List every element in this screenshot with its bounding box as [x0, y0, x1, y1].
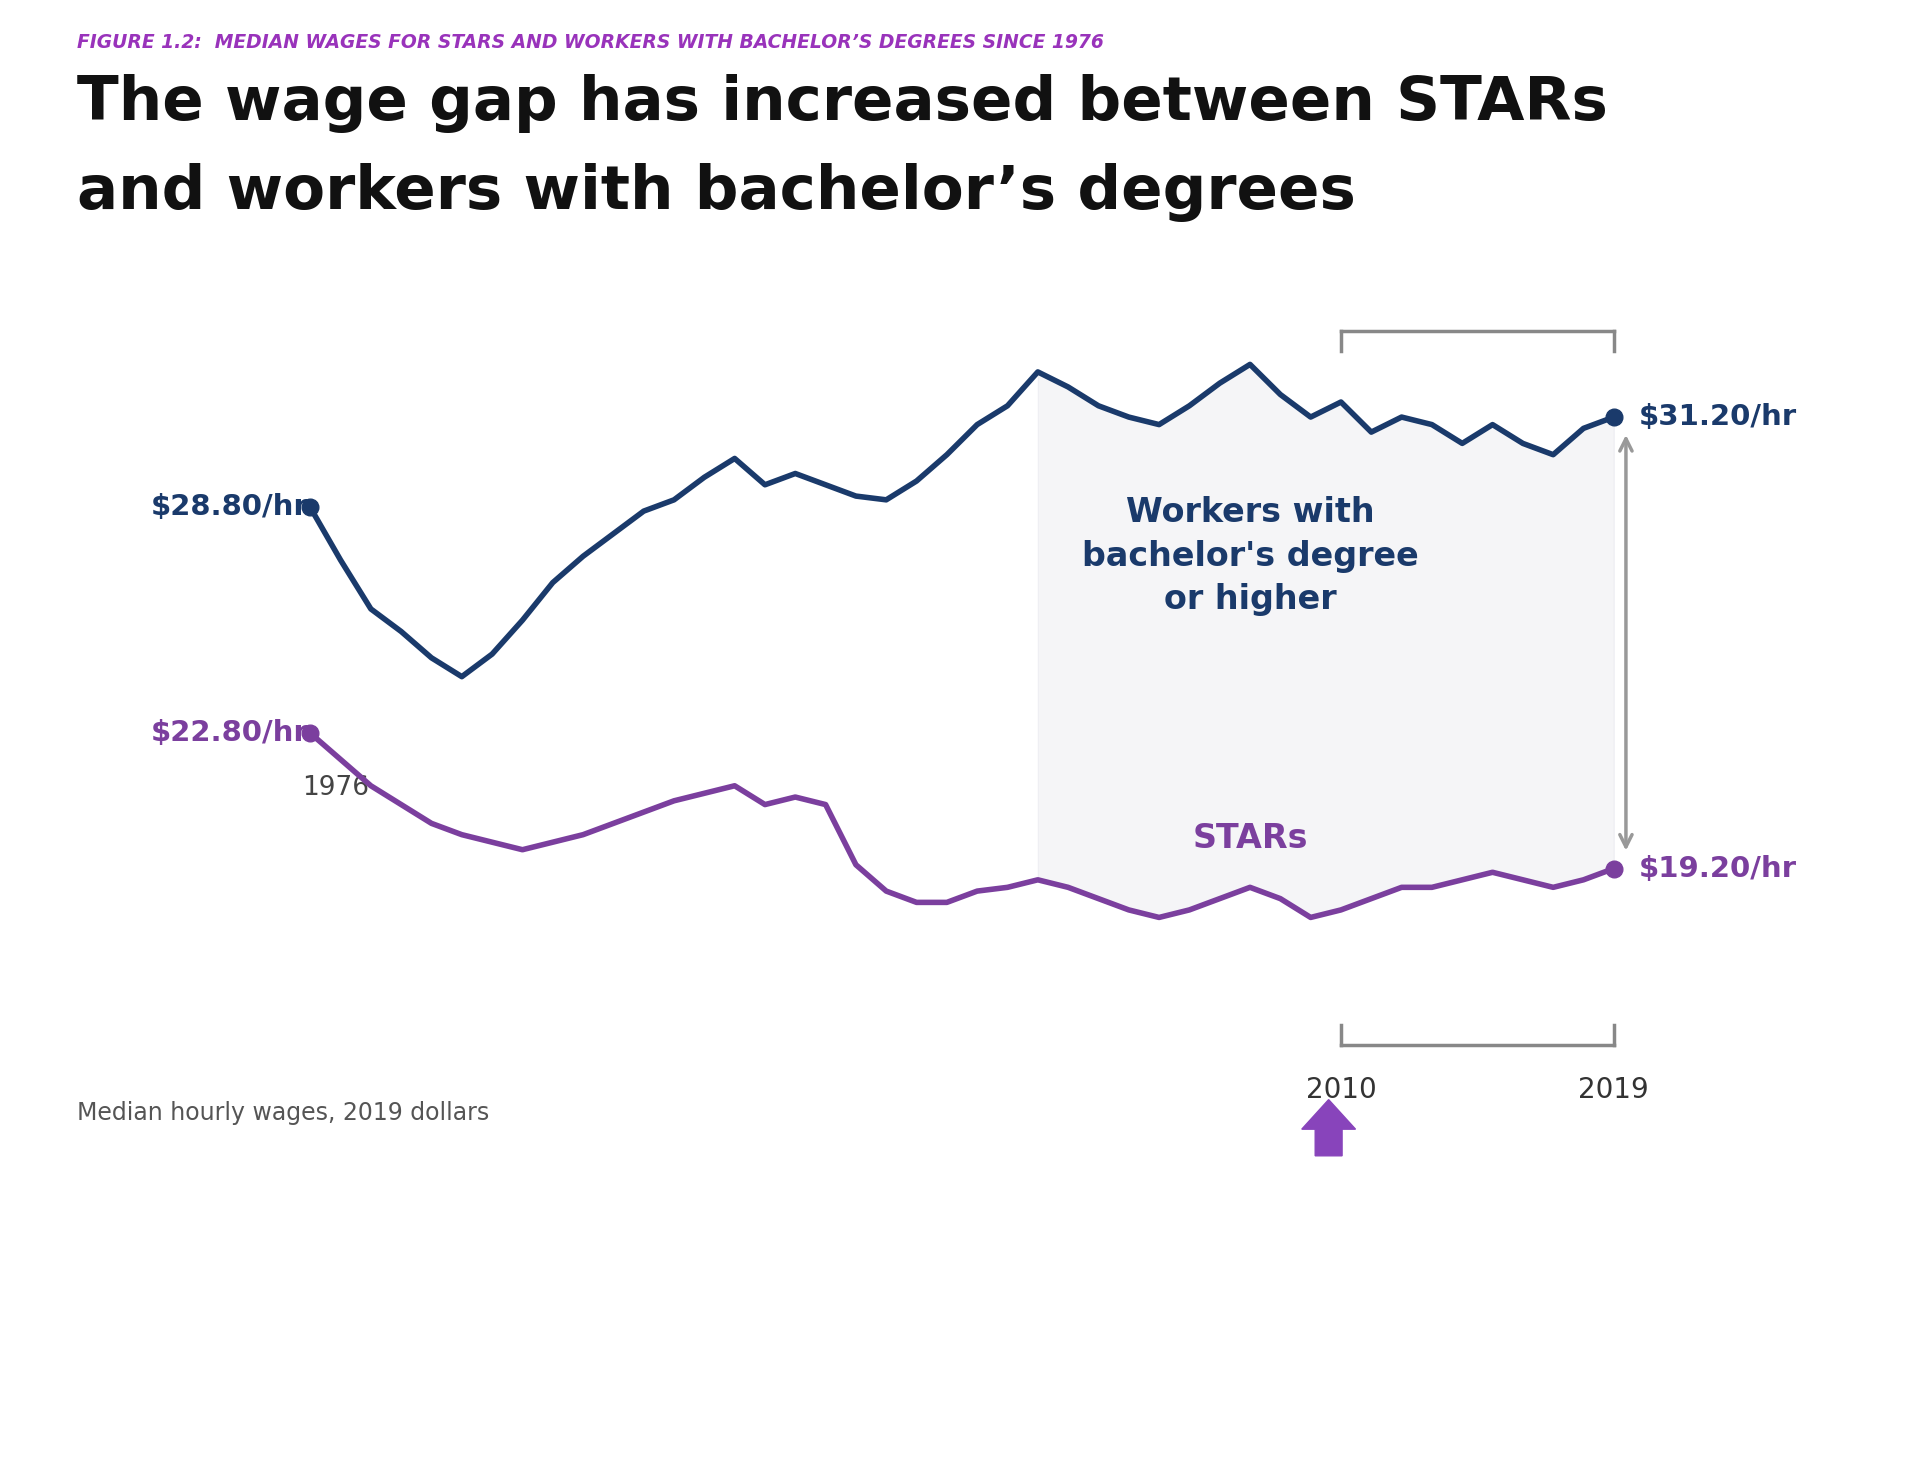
Text: Only 39% led to an increase in: Only 39% led to an increase in: [766, 1258, 1288, 1287]
Text: wages: wages: [624, 1342, 733, 1372]
Text: 2010: 2010: [1306, 1076, 1377, 1104]
Text: Median hourly wages, 2019 dollars: Median hourly wages, 2019 dollars: [77, 1101, 490, 1125]
Text: The wage gap has increased between STARs: The wage gap has increased between STARs: [77, 74, 1607, 133]
Text: $22.80/hr: $22.80/hr: [150, 720, 309, 746]
Text: $31.20/hr: $31.20/hr: [1640, 403, 1797, 432]
Text: of 10% or more. 23% were lateral: of 10% or more. 23% were lateral: [726, 1342, 1250, 1372]
Text: 2019: 2019: [1578, 1076, 1649, 1104]
Text: Workers with
bachelor's degree
or higher: Workers with bachelor's degree or higher: [1081, 497, 1419, 616]
Text: 2010–2019.: 2010–2019.: [624, 1258, 814, 1287]
Text: and workers with bachelor’s degrees: and workers with bachelor’s degrees: [77, 163, 1356, 222]
Text: STARs: STARs: [1192, 822, 1308, 854]
Text: moves, and 37% led to lower wages: moves, and 37% led to lower wages: [624, 1422, 1177, 1451]
Text: $19.20/hr: $19.20/hr: [1640, 854, 1797, 882]
Text: 1976: 1976: [301, 774, 369, 801]
Text: STARs made 79.5 million job transitions from: STARs made 79.5 million job transitions …: [624, 1184, 1311, 1212]
Text: $28.80/hr: $28.80/hr: [150, 494, 309, 522]
Text: FIGURE 1.2:  MEDIAN WAGES FOR STARS AND WORKERS WITH BACHELOR’S DEGREES SINCE 19: FIGURE 1.2: MEDIAN WAGES FOR STARS AND W…: [77, 33, 1104, 52]
